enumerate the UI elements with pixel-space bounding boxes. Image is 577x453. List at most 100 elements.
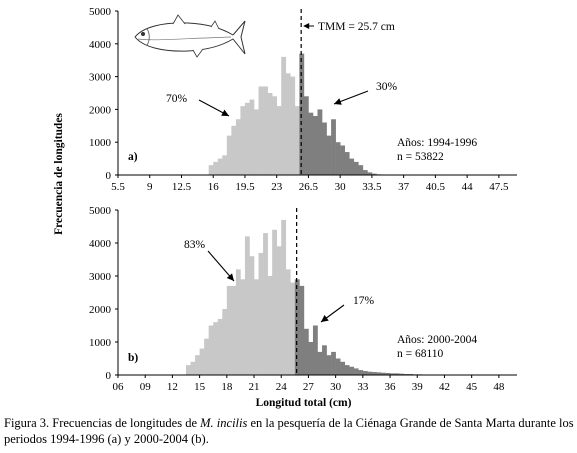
histogram-bar — [380, 372, 386, 375]
caption-suffix: en la pesquería de la Ciénaga Grande de … — [4, 416, 574, 446]
x-tick-label: 42 — [439, 381, 450, 393]
histogram-bar — [235, 119, 241, 175]
x-tick-label: 45 — [466, 381, 478, 393]
y-tick-label: 1000 — [89, 337, 112, 349]
histogram-bar — [281, 56, 287, 175]
histogram-bar — [195, 355, 200, 375]
histogram-bar — [367, 371, 373, 375]
histogram-bar — [358, 165, 364, 175]
x-tick-label: 06 — [113, 381, 125, 393]
histogram-bar — [322, 345, 327, 375]
x-tick-label: 12 — [167, 381, 178, 393]
percent-annotation: 83% — [184, 239, 206, 251]
histogram-bar — [235, 269, 241, 375]
x-tick-label: 15 — [194, 381, 206, 393]
histogram-bar — [204, 338, 209, 375]
histogram-bar — [217, 318, 223, 375]
x-tick-label: 09 — [140, 381, 152, 393]
histogram-bar — [299, 285, 305, 375]
panel-label: b) — [128, 352, 138, 364]
histogram-bar — [226, 285, 232, 375]
panel-info-line: Años: 2000-2004 — [397, 334, 477, 346]
histogram-bar — [231, 285, 237, 375]
annotation-arrow-head — [226, 273, 234, 281]
histogram-bar — [199, 348, 205, 375]
x-tick-label: 48 — [493, 381, 505, 393]
threshold-label: TMM = 25.7 cm — [318, 21, 395, 33]
figure-caption: Figura 3. Frecuencias de longitudes de M… — [4, 415, 574, 447]
x-tick-label: 36 — [385, 381, 397, 393]
histogram-bar — [222, 155, 228, 175]
x-tick-label: 5.5 — [111, 181, 125, 193]
histogram-bar — [371, 173, 377, 175]
x-tick-label: 18 — [221, 381, 233, 393]
histogram-bar — [394, 373, 400, 375]
histogram-bar — [344, 152, 350, 175]
histogram-bar — [186, 365, 191, 375]
histogram-bar — [303, 96, 309, 175]
y-tick-label: 5000 — [89, 6, 112, 18]
histogram-bar — [362, 371, 368, 375]
histogram-bar — [385, 373, 391, 375]
y-tick-label: 5000 — [89, 205, 112, 217]
y-axis-label: Frecuencia de longitudes — [53, 113, 65, 235]
histogram-bar — [349, 366, 355, 375]
histogram-bar — [344, 365, 350, 375]
x-tick-label: 26.5 — [299, 181, 319, 193]
histogram-bar — [281, 219, 287, 375]
y-tick-label: 0 — [106, 370, 112, 382]
histogram-bar — [308, 342, 314, 375]
histogram-bar — [376, 372, 382, 375]
x-tick-label: 12.5 — [172, 181, 192, 193]
histogram-bar — [263, 86, 268, 175]
y-tick-label: 2000 — [89, 304, 112, 316]
histogram-bar — [276, 246, 282, 375]
histogram-bar — [254, 279, 259, 375]
histogram-bar — [285, 269, 291, 375]
y-tick-label: 2000 — [89, 104, 112, 116]
histogram-bar — [226, 135, 232, 175]
histogram-bar — [303, 328, 309, 375]
x-tick-label: 23 — [271, 181, 283, 193]
histogram-bar — [276, 106, 282, 175]
annotation-arrow-head — [221, 109, 229, 116]
caption-prefix: Figura 3. Frecuencias de longitudes de — [4, 416, 201, 430]
annotation-arrow-head — [334, 98, 342, 105]
histogram-bar — [290, 282, 296, 375]
histogram-bar — [258, 86, 264, 175]
histogram-bar — [312, 325, 318, 375]
x-tick-label: 37 — [398, 181, 410, 193]
panel-info-line: n = 68110 — [397, 348, 444, 360]
panel-label: a) — [128, 151, 138, 163]
histogram-bar — [335, 358, 341, 375]
histogram-bar — [217, 158, 223, 175]
histogram-bar — [267, 276, 273, 375]
histogram-bar — [362, 170, 368, 175]
x-tick-label: 30 — [335, 181, 347, 193]
histogram-bar — [340, 145, 345, 175]
histogram-bar — [258, 252, 264, 375]
histogram-bar — [263, 233, 268, 375]
histogram-bar — [190, 361, 196, 375]
histogram-bar — [367, 172, 373, 175]
histogram-bar — [371, 372, 377, 375]
histogram-bar — [317, 109, 323, 175]
histogram-bar — [267, 93, 273, 175]
histogram-bar — [358, 370, 364, 375]
histogram-bar — [285, 73, 291, 175]
histogram-bar — [213, 322, 219, 375]
histogram-bar — [213, 161, 219, 175]
histogram-bar — [312, 115, 318, 175]
histogram-bar — [222, 309, 228, 375]
histogram-bar — [331, 351, 336, 375]
x-tick-label: 30 — [330, 381, 342, 393]
x-axis-label: Longitud total (cm) — [256, 397, 352, 409]
histogram-bar — [272, 229, 277, 375]
histogram-bar — [290, 76, 296, 175]
histogram-bar — [231, 125, 237, 175]
caption-species: M. incilis — [200, 416, 248, 430]
x-tick-label: 40.5 — [426, 181, 446, 193]
x-tick-label: 9 — [147, 181, 153, 193]
histogram-bar — [326, 135, 332, 175]
histogram-bar — [244, 102, 250, 175]
